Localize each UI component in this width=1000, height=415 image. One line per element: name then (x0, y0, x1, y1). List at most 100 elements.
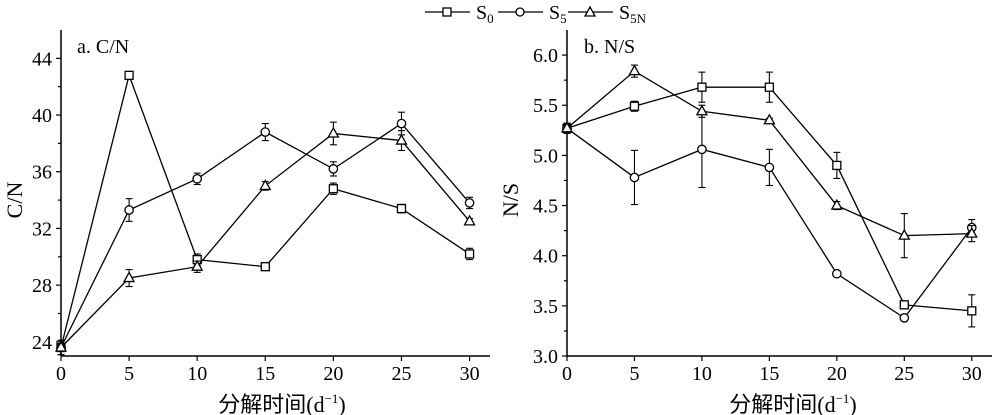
x-tick-label: 30 (460, 363, 480, 385)
x-tick-label: 5 (124, 363, 134, 385)
series-s5n (560, 64, 978, 259)
data-point-circle (831, 268, 842, 279)
series-s0 (562, 71, 977, 328)
data-point-triangle (122, 271, 136, 283)
legend-item-s5: S5 (498, 2, 567, 26)
legend-item-s5n: S5N (568, 2, 647, 26)
data-point-triangle (259, 179, 272, 191)
data-point-square (832, 160, 842, 171)
data-point-square (764, 82, 775, 92)
panel-a-xlabel-end: ) (338, 392, 345, 415)
panel-b-xlabel: 分解时间(d−1) (729, 391, 857, 415)
y-tick-label: 28 (32, 275, 52, 297)
panel-a-xlabel: 分解时间(d−1) (218, 391, 346, 415)
y-tick-label: 6.0 (533, 45, 558, 67)
legend-marker-square-icon (442, 7, 452, 17)
y-tick-label: 3.5 (533, 296, 558, 318)
data-point-square (629, 101, 640, 111)
series-line-s5 (60, 122, 471, 348)
data-point-triangle (830, 198, 843, 210)
data-point-circle (629, 172, 640, 183)
data-point-square (899, 300, 909, 310)
legend-label-s5: S (549, 2, 560, 24)
legend-sub-s5: 5 (560, 11, 567, 26)
data-point-circle (260, 127, 271, 137)
y-tick-label: 3.0 (533, 346, 558, 368)
series-s5 (56, 111, 475, 356)
data-point-triangle (628, 64, 641, 76)
data-point-square (697, 82, 707, 92)
data-point-circle (899, 313, 910, 323)
legend-sub-s0: 0 (487, 11, 494, 26)
x-tick-label: 0 (562, 363, 572, 385)
data-point-triangle (965, 226, 978, 238)
data-point-square (396, 203, 407, 214)
data-point-square (464, 249, 475, 259)
series-line-s0 (60, 73, 470, 348)
data-point-triangle (395, 133, 408, 145)
data-point-triangle (695, 104, 709, 116)
series-line-s5n (60, 132, 471, 348)
data-point-square (967, 306, 977, 316)
series-s5n (54, 121, 476, 356)
panel-a-title: a. C/N (77, 36, 129, 58)
y-tick-label: 36 (32, 162, 52, 184)
panel-a-cn: a. C/N C/N 分解时间(d−1) 0 5 10 15 20 25 30 24 28 32 3… (2, 30, 490, 415)
data-point-circle (764, 162, 775, 173)
data-point-circle (464, 198, 475, 208)
x-tick-label: 15 (759, 363, 779, 385)
data-point-triangle (191, 259, 204, 271)
data-point-triangle (560, 121, 574, 133)
legend: S0 S5 S5N (425, 2, 647, 26)
data-point-square (260, 262, 270, 272)
panel-b-xlabel-sup: −1 (836, 391, 850, 406)
y-tick-label: 24 (32, 332, 52, 354)
y-tick-label: 32 (32, 218, 52, 240)
data-point-square (328, 184, 339, 194)
data-point-square (124, 70, 134, 81)
y-tick-label: 44 (32, 48, 52, 70)
svg-text:S5N: S5N (619, 2, 647, 26)
y-tick-label: 5.5 (533, 95, 558, 117)
legend-label-s0: S (476, 2, 487, 24)
legend-marker-circle-icon (515, 7, 525, 17)
y-tick-label: 4.0 (533, 246, 558, 268)
panel-a-xlabel-main: 分解时间(d (218, 392, 324, 415)
series-s5 (562, 110, 977, 323)
x-tick-label: 0 (56, 363, 66, 385)
x-tick-label: 5 (629, 363, 639, 385)
data-point-circle (124, 205, 134, 215)
data-point-circle (192, 173, 203, 184)
x-tick-label: 10 (187, 363, 207, 385)
legend-item-s0: S0 (425, 2, 494, 26)
x-tick-label: 20 (827, 363, 847, 385)
y-tick-label: 4.5 (533, 196, 558, 218)
x-tick-label: 10 (692, 363, 712, 385)
panel-a-xlabel-sup: −1 (325, 391, 339, 406)
series-s0 (56, 70, 475, 356)
data-point-triangle (327, 126, 340, 138)
panel-b-xlabel-main: 分解时间(d (729, 392, 835, 415)
data-point-triangle (463, 214, 476, 226)
svg-text:S5: S5 (549, 2, 567, 26)
panel-b-title: b. N/S (584, 36, 635, 58)
data-point-circle (396, 118, 407, 129)
data-point-circle (697, 144, 707, 155)
x-tick-label: 20 (323, 363, 343, 385)
data-point-circle (328, 164, 339, 174)
x-tick-label: 30 (962, 363, 982, 385)
legend-marker-triangle-icon (583, 5, 597, 17)
legend-label-s5n: S (619, 2, 630, 24)
panel-b-xlabel-end: ) (849, 392, 856, 415)
panel-b-ns: b. N/S N/S 分解时间(d−1) 0 5 10 15 20 25 30 3.0 3.5 4… (498, 30, 992, 415)
data-point-triangle (898, 228, 911, 240)
x-tick-label: 25 (391, 363, 411, 385)
x-tick-label: 25 (894, 363, 914, 385)
panel-b-ylabel: N/S (498, 183, 523, 217)
data-point-triangle (54, 340, 68, 352)
data-point-triangle (763, 113, 776, 125)
x-tick-label: 15 (255, 363, 275, 385)
svg-text:S0: S0 (476, 2, 494, 26)
legend-sub-s5n: 5N (630, 11, 647, 26)
